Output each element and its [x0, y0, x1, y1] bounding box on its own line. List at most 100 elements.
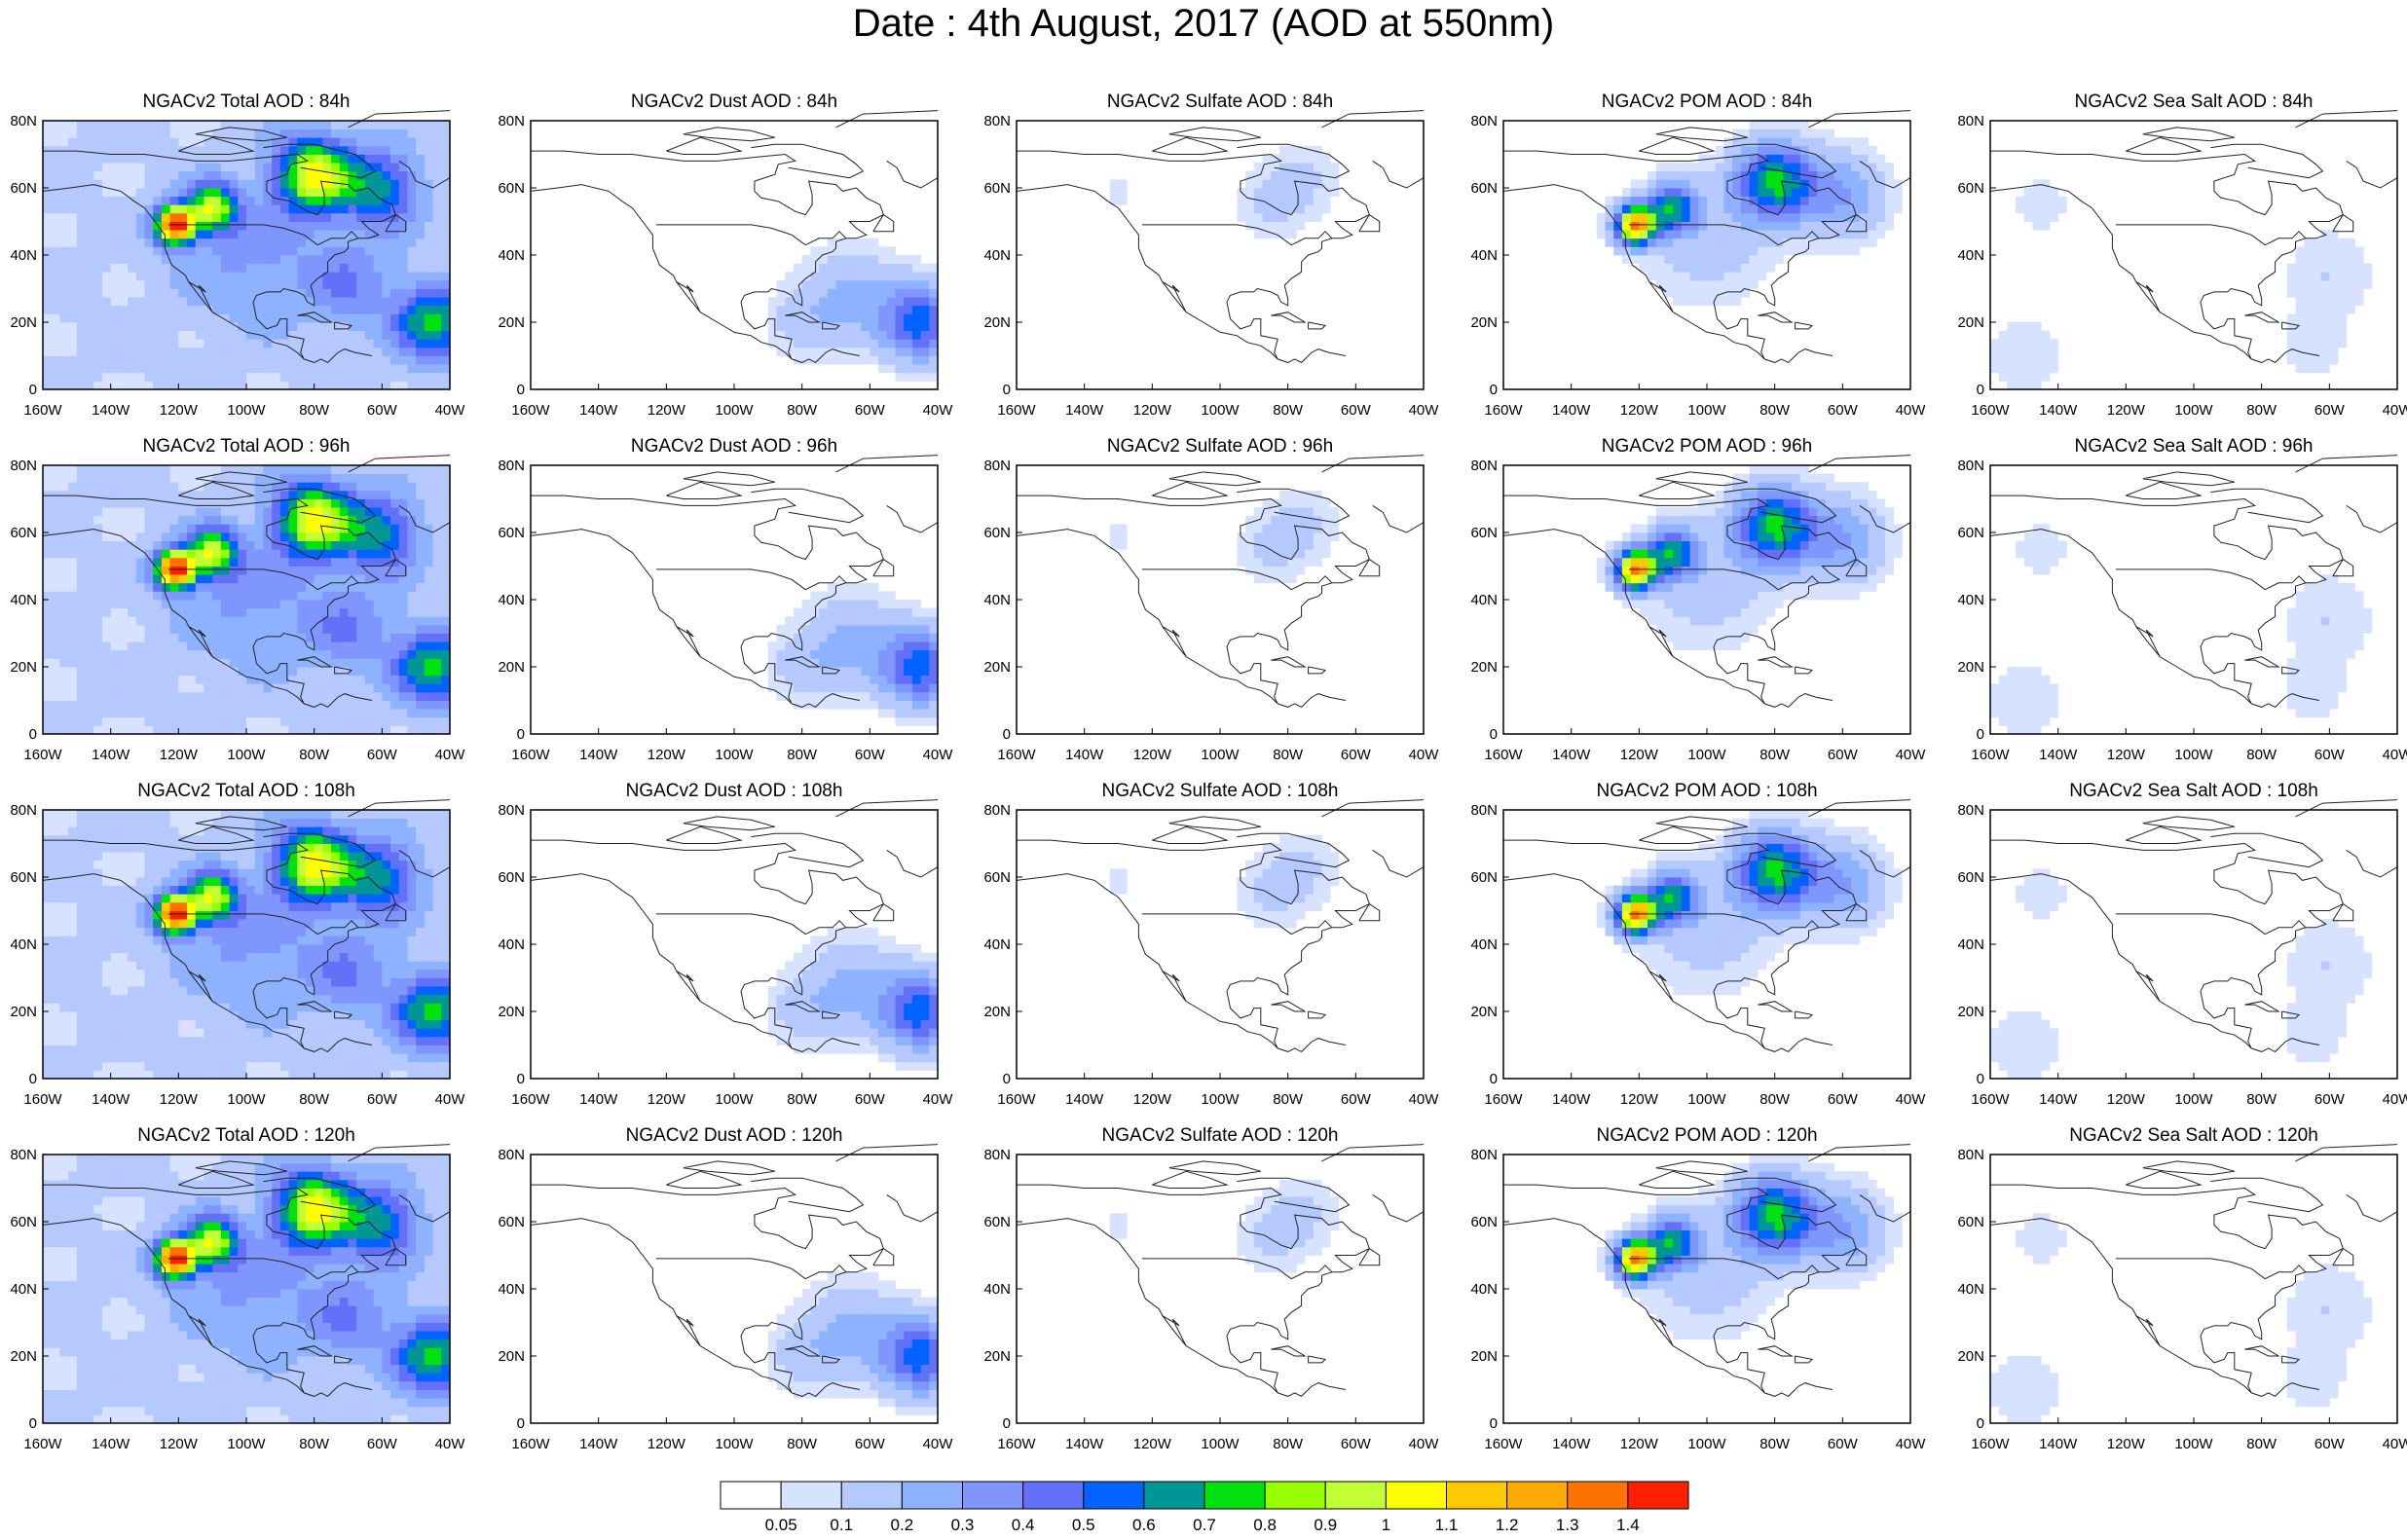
aod-cell	[1698, 289, 1707, 298]
aod-cell	[1631, 238, 1640, 247]
aod-cell	[365, 676, 374, 684]
aod-cell	[912, 364, 921, 373]
aod-cell	[356, 507, 365, 516]
aod-cell	[230, 272, 239, 280]
aod-cell	[390, 491, 399, 499]
aod-cell	[1842, 155, 1851, 164]
aod-cell	[416, 373, 425, 382]
aod-cell	[425, 642, 433, 650]
aod-cell	[399, 717, 408, 726]
aod-cell	[441, 558, 450, 567]
aod-cell	[111, 272, 120, 280]
aod-cell	[1741, 213, 1750, 222]
aod-cell	[1750, 222, 1759, 231]
aod-cell	[280, 364, 289, 373]
aod-cell	[187, 667, 196, 676]
aod-cell	[828, 701, 836, 710]
aod-cell	[887, 634, 896, 642]
aod-cell	[43, 482, 52, 491]
aod-cell	[322, 155, 331, 164]
aod-cell	[221, 255, 230, 264]
aod-cell	[263, 155, 272, 164]
aod-cell	[119, 322, 128, 331]
aod-cell	[272, 289, 280, 298]
aod-cell	[819, 289, 828, 298]
aod-cell	[1656, 171, 1665, 180]
aod-cell	[187, 188, 196, 197]
aod-cell	[162, 179, 170, 188]
aod-cell	[2296, 264, 2305, 273]
aod-cell	[1279, 155, 1288, 164]
aod-cell	[315, 465, 323, 474]
aod-cell	[272, 725, 280, 734]
aod-cell	[921, 692, 930, 701]
aod-cell	[77, 482, 86, 491]
aod-cell	[2304, 255, 2313, 264]
aod-cell	[887, 348, 896, 356]
aod-cell	[178, 650, 187, 659]
aod-cell	[441, 129, 450, 138]
aod-cell	[263, 121, 272, 129]
aod-cell	[810, 642, 819, 650]
aod-cell	[187, 155, 196, 164]
aod-cell	[340, 507, 349, 516]
aod-cell	[929, 676, 938, 684]
aod-cell	[280, 381, 289, 389]
aod-cell	[1314, 197, 1322, 205]
aod-cell	[212, 701, 221, 710]
aod-cell	[356, 658, 365, 667]
aod-cell	[794, 676, 802, 684]
aod-cell	[828, 348, 836, 356]
aod-cell	[272, 179, 280, 188]
aod-cell	[340, 541, 349, 550]
aod-cell	[52, 574, 60, 583]
aod-cell	[407, 499, 416, 508]
aod-cell	[1673, 238, 1682, 247]
aod-cell	[212, 246, 221, 255]
aod-cell	[374, 642, 383, 650]
aod-cell	[349, 667, 357, 676]
aod-cell	[93, 591, 102, 600]
aod-cell	[921, 313, 930, 322]
aod-cell	[1775, 188, 1784, 197]
aod-cell	[1631, 558, 1640, 567]
aod-cell	[2287, 280, 2296, 289]
aod-cell	[1876, 204, 1885, 213]
aod-cell	[390, 608, 399, 617]
aod-cell	[374, 331, 383, 340]
aod-cell	[170, 272, 179, 280]
aod-cell	[196, 188, 204, 197]
lat-tick-label: 0	[517, 382, 525, 398]
aod-cell	[2304, 280, 2313, 289]
aod-cell	[356, 549, 365, 558]
aod-cell	[153, 204, 162, 213]
aod-cell	[1800, 129, 1809, 138]
aod-cell	[2041, 356, 2050, 365]
aod-cell	[246, 348, 255, 356]
aod-cell	[255, 532, 264, 541]
aod-cell	[221, 558, 230, 567]
aod-cell	[43, 381, 52, 389]
aod-cell	[921, 683, 930, 692]
aod-cell	[1279, 499, 1288, 508]
aod-cell	[255, 465, 264, 474]
aod-cell	[349, 137, 357, 146]
aod-cell	[1750, 188, 1759, 197]
aod-cell	[59, 474, 68, 483]
aod-cell	[878, 658, 887, 667]
aod-cell	[365, 507, 374, 516]
aod-cell	[136, 683, 145, 692]
lat-tick-label: 60N	[498, 180, 525, 197]
aod-cell	[59, 197, 68, 205]
aod-cell	[170, 339, 179, 348]
aod-cell	[52, 583, 60, 592]
aod-cell	[238, 608, 246, 617]
aod-cell	[59, 213, 68, 222]
aod-cell	[102, 280, 111, 289]
aod-cell	[1613, 246, 1622, 255]
lon-tick-label: 80W	[299, 402, 330, 419]
aod-cell	[390, 583, 399, 592]
aod-cell	[111, 297, 120, 306]
aod-cell	[272, 491, 280, 499]
